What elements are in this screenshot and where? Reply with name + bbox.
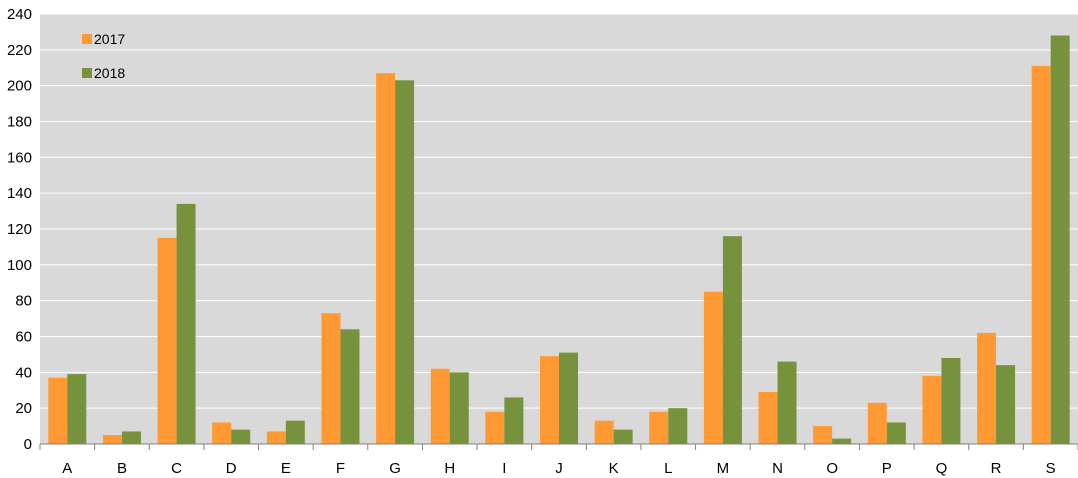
bar-2017-L	[649, 412, 668, 444]
x-tick-label: N	[772, 460, 783, 477]
bar-2017-A	[48, 378, 67, 444]
y-tick-label: 240	[7, 6, 32, 23]
bar-2018-J	[559, 353, 578, 444]
legend-swatch-2017	[82, 34, 92, 44]
bar-2017-C	[158, 238, 177, 444]
bar-2017-R	[977, 333, 996, 444]
y-tick-label: 0	[24, 436, 32, 453]
y-tick-label: 200	[7, 78, 32, 95]
x-tick-label: F	[336, 460, 345, 477]
bar-2017-F	[321, 313, 340, 444]
bar-2017-H	[431, 369, 450, 444]
x-tick-label: O	[826, 460, 838, 477]
bar-2018-E	[286, 421, 305, 444]
bar-2017-K	[595, 421, 614, 444]
x-tick-label: B	[117, 460, 127, 477]
bar-2017-N	[759, 392, 778, 444]
y-tick-label: 40	[15, 364, 32, 381]
x-tick-label: D	[226, 460, 237, 477]
bar-2018-M	[723, 236, 742, 444]
bar-2018-C	[177, 204, 196, 444]
bar-2017-M	[704, 292, 723, 444]
x-tick-label: Q	[936, 460, 948, 477]
bar-2017-O	[813, 426, 832, 444]
x-tick-label: C	[171, 460, 182, 477]
legend-label-2017: 2017	[94, 31, 125, 47]
bar-2018-L	[668, 408, 687, 444]
x-tick-label: P	[882, 460, 892, 477]
x-tick-label: M	[717, 460, 730, 477]
bar-2018-P	[887, 423, 906, 445]
bar-2018-I	[504, 397, 523, 444]
bar-2018-O	[832, 439, 851, 444]
legend-label-2018: 2018	[94, 65, 125, 81]
bar-2018-N	[778, 362, 797, 444]
bar-2018-R	[996, 365, 1015, 444]
bar-2017-S	[1032, 66, 1051, 444]
x-tick-label: I	[502, 460, 506, 477]
bar-2018-G	[395, 80, 414, 444]
y-axis: 0 20 40 60 80 100 120 140 160 180 200 220 240	[7, 6, 32, 453]
bar-2017-I	[485, 412, 504, 444]
bar-2018-D	[231, 430, 250, 444]
legend-swatch-2018	[82, 68, 92, 78]
x-tick-label: E	[281, 460, 291, 477]
x-tick-label: L	[664, 460, 672, 477]
x-tick-label: S	[1046, 460, 1056, 477]
bar-2017-G	[376, 73, 395, 444]
bar-2018-Q	[941, 358, 960, 444]
y-tick-label: 140	[7, 185, 32, 202]
x-tick-label: A	[62, 460, 72, 477]
bar-2017-E	[267, 431, 286, 444]
bar-2017-B	[103, 435, 122, 444]
bar-2017-J	[540, 356, 559, 444]
bar-2018-S	[1051, 36, 1070, 445]
bar-2017-Q	[922, 376, 941, 444]
y-tick-label: 100	[7, 257, 32, 274]
x-tick-label: J	[555, 460, 563, 477]
bar-2018-K	[614, 430, 633, 444]
x-tick-label: K	[609, 460, 619, 477]
y-tick-label: 60	[15, 329, 32, 346]
y-tick-label: 220	[7, 42, 32, 59]
y-tick-label: 120	[7, 221, 32, 238]
y-tick-label: 20	[15, 400, 32, 417]
y-tick-label: 180	[7, 114, 32, 131]
bar-2018-A	[67, 374, 86, 444]
x-tick-label: H	[444, 460, 455, 477]
bar-2018-H	[450, 372, 469, 444]
x-axis: A B C D E F G H I J K L M N O P Q R S	[40, 444, 1078, 477]
bar-2018-B	[122, 431, 141, 444]
x-tick-label: R	[991, 460, 1002, 477]
y-tick-label: 160	[7, 149, 32, 166]
y-tick-label: 80	[15, 293, 32, 310]
bar-2017-D	[212, 423, 231, 445]
bar-2017-P	[868, 403, 887, 444]
bar-2018-F	[340, 329, 359, 444]
x-tick-label: G	[389, 460, 401, 477]
